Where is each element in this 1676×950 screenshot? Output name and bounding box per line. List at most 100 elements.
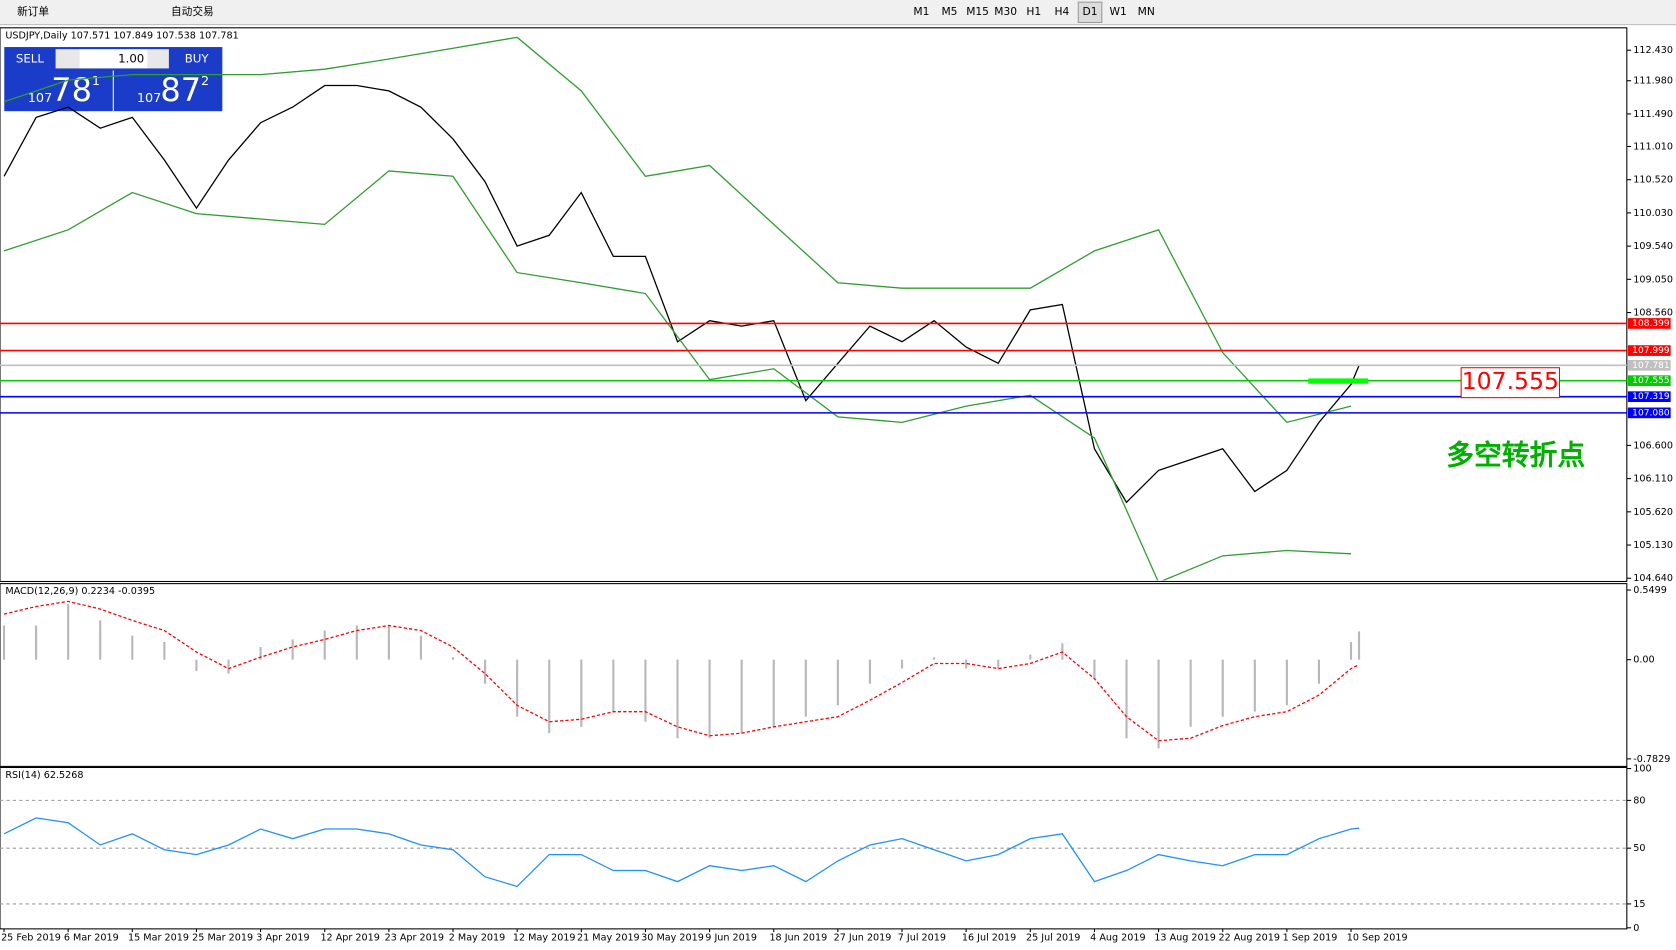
x-tick-label: 30 May 2019 [641,932,704,943]
macd-bar [2,625,6,660]
x-tick-label: 9 Jun 2019 [705,932,757,943]
toolbar-button[interactable]: 自动交易 [171,5,214,18]
lot-value[interactable]: 1.00 [118,51,144,65]
x-tick-label: 1 Sep 2019 [1283,932,1338,943]
macd-bar [35,625,38,660]
timeframe-button[interactable]: D1 [1083,5,1098,18]
y-tick-label: 105.620 [1633,507,1673,518]
macd-bar [259,647,262,660]
x-tick-label: 6 Mar 2019 [64,932,119,943]
y-tick-label: 0 [1633,923,1639,934]
pane-layer [2,600,1361,749]
x-tick-label: 25 Mar 2019 [192,932,253,943]
x-tick-label: 16 Jul 2019 [962,932,1016,943]
y-tick-label: -0.7829 [1633,754,1670,765]
timeframe-button[interactable]: M1 [913,5,929,18]
macd-bar [1253,659,1256,712]
y-tick-label: 105.130 [1633,540,1673,551]
timeframe-button[interactable]: H1 [1026,5,1041,18]
toolbar-button[interactable]: 新订单 [17,5,49,18]
macd-bar [131,635,134,660]
lot-down[interactable] [55,49,80,69]
price-tag-label: 108.399 [1632,319,1670,329]
price-tag [1627,391,1671,403]
price-tag-label: 107.999 [1632,346,1670,356]
x-tick-label: 12 May 2019 [513,932,576,943]
y-tick-label: 100 [1633,764,1651,775]
toolbar-items: 新订单 自动交易 M1 M5 M15 M30 H1 H4 D1 W1 MN [17,1,1155,24]
macd-bar [580,659,583,727]
macd-bar [451,657,455,660]
y-tick-label: 50 [1633,843,1645,854]
price-tag [1627,407,1671,419]
timeframe-button[interactable]: MN [1138,5,1155,18]
macd-bar [740,659,743,734]
level-marker [1308,378,1369,384]
timeframe-button[interactable]: M15 [966,5,989,18]
y-tick-label: 104.640 [1633,573,1673,584]
timeframe-button[interactable]: M5 [941,5,957,18]
timeframe-button[interactable]: H4 [1055,5,1070,18]
price-tag-label: 107.781 [1632,361,1670,371]
macd-bar [516,659,519,717]
macd-bar [163,641,166,660]
timeframe-button[interactable]: M30 [994,5,1017,18]
macd-bar [804,659,807,717]
x-tick-label: 25 Jul 2019 [1026,932,1080,943]
y-tick-label: 106.600 [1633,440,1673,451]
lot-up[interactable] [147,49,169,69]
macd-bar [708,659,711,739]
x-tick-label: 22 Aug 2019 [1218,932,1280,943]
x-tick-label: 18 Jun 2019 [769,932,827,943]
macd-bar [1285,659,1288,706]
macd-bar [67,603,70,660]
macd-bar [965,659,968,669]
timeframe-button[interactable]: W1 [1109,5,1126,18]
y-tick-label: 111.980 [1633,76,1673,87]
y-tick-label: 109.540 [1633,241,1673,252]
x-tick-label: 27 Jun 2019 [834,932,892,943]
x-tick-label: 23 Apr 2019 [385,932,444,943]
x-tick-label: 25 Feb 2019 [1,932,61,943]
lot-input[interactable] [79,49,148,69]
price-tag-label: 107.080 [1632,408,1670,418]
y-tick-label: 0.00 [1633,655,1654,666]
x-tick-label: 10 Sep 2019 [1347,932,1408,943]
series-line [3,84,1360,504]
macd-bar [868,659,872,684]
buy-button[interactable]: BUY [185,51,210,65]
sell-button[interactable]: SELL [16,51,44,65]
pane-title: RSI(14) 62.5268 [5,770,83,781]
macd-bar [291,639,294,660]
y-tick-label: 112.430 [1633,45,1673,56]
macd-bar [836,659,839,706]
macd-bar [933,657,936,660]
macd-bar [484,659,487,684]
macd-bar [900,659,904,669]
macd-bar [1221,659,1224,717]
macd-bar [1357,631,1361,660]
macd-bar [548,659,551,734]
macd-bar [99,620,102,660]
buy-price-frac: 2 [201,74,209,89]
pane-layer [0,799,1627,905]
macd-bar [1349,641,1353,660]
macd-bar [644,659,647,722]
price-pane [0,27,1628,583]
macd-bar [772,659,775,727]
pane-title: USDJPY,Daily 107.571 107.849 107.538 107… [5,30,238,41]
macd-bar [1157,659,1160,749]
y-tick-label: 111.010 [1633,141,1673,152]
series-line [3,170,1352,581]
macd-bar [323,630,326,660]
toolbar [0,0,1676,25]
macd-pane [0,583,1628,767]
sell-price-frac: 1 [92,74,100,89]
macd-bar [195,659,198,672]
y-tick-label: 0.5499 [1633,585,1667,596]
macd-bar [612,659,615,712]
y-tick-label: 110.520 [1633,175,1673,186]
price-tag [1627,345,1671,356]
y-tick-label: 108.560 [1633,308,1673,319]
